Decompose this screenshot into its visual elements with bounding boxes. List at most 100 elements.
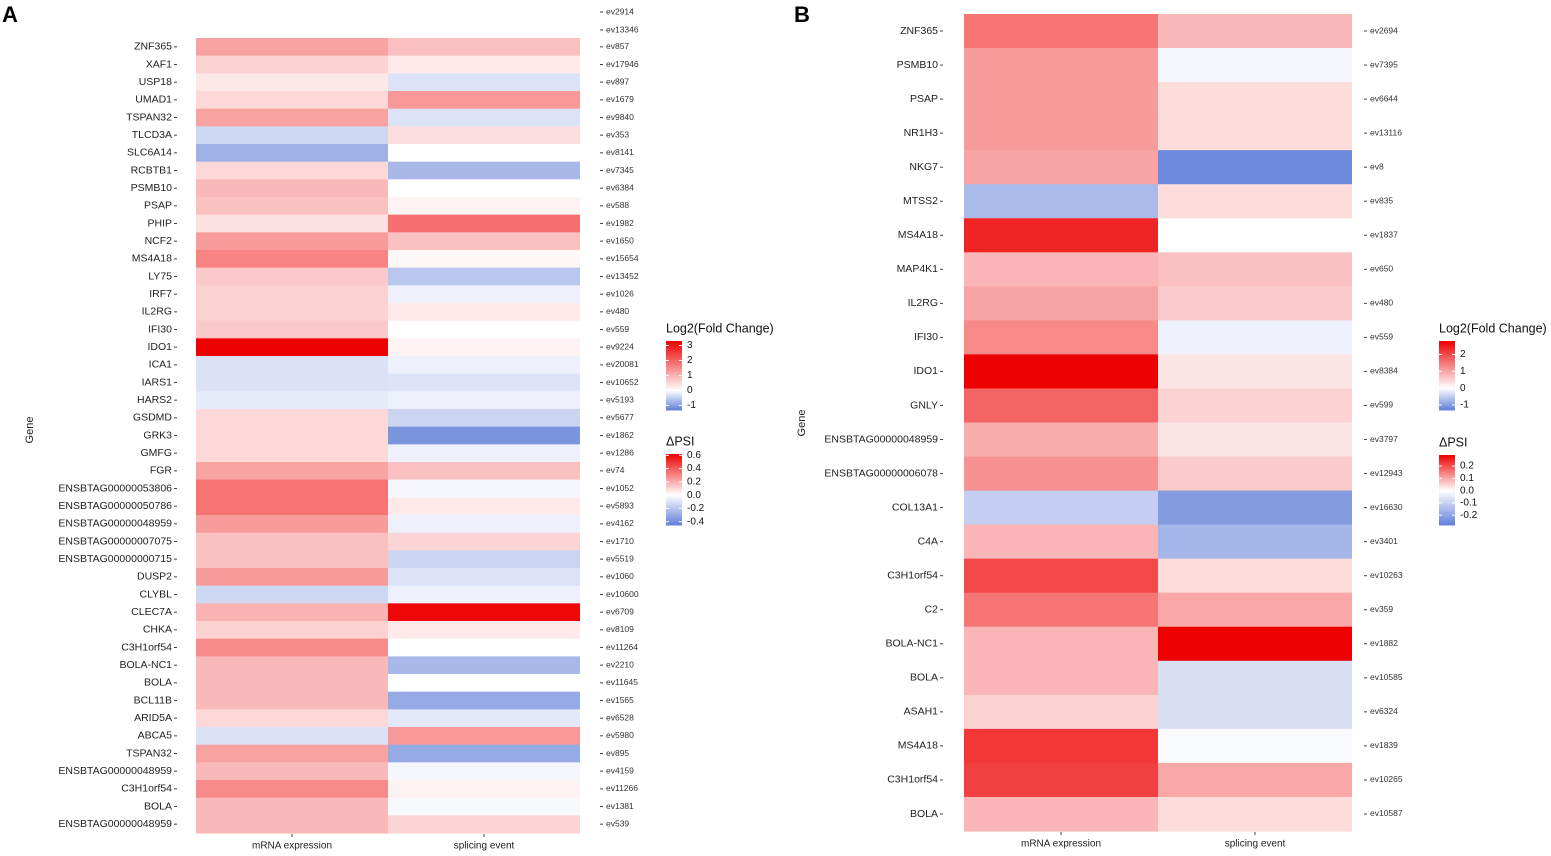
- event-label: ev1862: [606, 430, 634, 440]
- event-label: ev8384: [1370, 366, 1398, 376]
- column-label: splicing event: [1225, 839, 1286, 850]
- legend-log2fc-gradient-step: [666, 401, 682, 404]
- gene-label: BOLA: [144, 677, 172, 689]
- event-label: ev3797: [1370, 434, 1398, 444]
- event-label: ev1837: [1370, 230, 1398, 240]
- legend-dpsi-gradient-step: [666, 469, 682, 473]
- mrna-cell: [964, 184, 1158, 219]
- legend-log2fc-gradient-step: [666, 384, 682, 387]
- event-label: ev11266: [606, 783, 638, 793]
- gene-label: COL13A1: [892, 501, 938, 513]
- gene-label: XAF1: [146, 58, 172, 70]
- gene-label: CHKA: [143, 624, 172, 636]
- legend-dpsi-gradient-step: [666, 455, 682, 459]
- event-label: ev17946: [606, 59, 639, 69]
- legend-log2fc-gradient-step: [666, 363, 682, 366]
- legend-dpsi-gradient-step: [666, 485, 682, 489]
- legend-log2fc-gradient-step: [1439, 370, 1455, 373]
- legend-dpsi-tick-label: -0.4: [687, 516, 705, 527]
- legend-dpsi-gradient-step: [1439, 484, 1455, 487]
- event-label: ev13116: [1370, 127, 1402, 137]
- mrna-cell: [196, 515, 388, 534]
- gene-label: MS4A18: [898, 229, 938, 241]
- mrna-cell: [964, 728, 1158, 764]
- gene-label: BOLA: [910, 672, 938, 684]
- mrna-cell: [196, 197, 388, 216]
- gene-label: BOLA: [910, 808, 938, 820]
- mrna-cell: [964, 558, 1158, 594]
- gene-label: CLYBL: [140, 588, 173, 600]
- splicing-cell: [1158, 354, 1352, 390]
- gene-label: RCBTB1: [131, 164, 173, 176]
- gene-label: TLCD3A: [132, 129, 172, 141]
- legend-log2fc-gradient-step: [1439, 365, 1455, 368]
- mrna-cell: [196, 320, 388, 339]
- legend-log2fc-gradient-step: [1439, 356, 1455, 359]
- legend-dpsi-tick-label: -0.2: [1460, 510, 1478, 521]
- gene-label: ENSBTAG00000007075: [58, 535, 172, 547]
- event-label: ev559: [1370, 332, 1393, 342]
- gene-label: NR1H3: [904, 127, 939, 139]
- legend-log2fc-gradient-step: [666, 347, 682, 351]
- splicing-cell: [1158, 388, 1352, 424]
- event-label: ev6384: [606, 182, 634, 192]
- legend-dpsi-gradient-step: [1439, 456, 1455, 459]
- splicing-cell: [1158, 14, 1352, 49]
- event-label: ev5193: [606, 394, 634, 404]
- event-label: ev1839: [1370, 740, 1398, 750]
- splicing-cell: [388, 621, 580, 640]
- gene-label: BCL11B: [134, 694, 172, 706]
- splicing-cell: [388, 515, 580, 534]
- mrna-cell: [964, 796, 1158, 832]
- legend-dpsi-gradient-step: [666, 464, 682, 467]
- mrna-cell: [196, 38, 388, 57]
- splicing-cell: [388, 409, 580, 428]
- event-label: ev1679: [606, 94, 634, 104]
- legend-dpsi-gradient-step: [1439, 500, 1455, 503]
- legend-log2fc-gradient-step: [666, 377, 682, 380]
- legend-log2fc-gradient-step: [1439, 401, 1455, 404]
- legend-dpsi-gradient-step: [1439, 481, 1455, 484]
- legend-log2fc-gradient-step: [666, 344, 682, 347]
- legend-log2fc-gradient-step: [666, 387, 682, 390]
- splicing-cell: [1158, 184, 1352, 219]
- legend-log2fc-gradient-step: [666, 404, 682, 408]
- mrna-cell: [964, 354, 1158, 390]
- event-label: ev8: [1370, 161, 1384, 171]
- splicing-cell: [388, 585, 580, 604]
- legend-log2fc-gradient-step: [666, 392, 682, 395]
- splicing-cell: [388, 497, 580, 516]
- legend-dpsi-gradient-step: [1439, 512, 1455, 515]
- splicing-cell: [388, 656, 580, 675]
- gene-label: DUSP2: [137, 571, 172, 583]
- gene-label: C4A: [918, 535, 938, 547]
- gene-label: LY75: [148, 270, 172, 282]
- event-label: ev13346: [606, 24, 639, 34]
- mrna-cell: [196, 303, 388, 322]
- splicing-cell: [1158, 150, 1352, 185]
- legend-log2fc-gradient-step: [1439, 406, 1455, 409]
- mrna-cell: [196, 532, 388, 551]
- legend-dpsi-gradient-step: [1439, 493, 1455, 496]
- legend-log2fc-gradient-step: [666, 353, 682, 356]
- legend-log2fc-tick-label: 2: [687, 355, 693, 366]
- splicing-cell: [1158, 252, 1352, 287]
- legend-dpsi-gradient-step: [1439, 518, 1455, 521]
- mrna-cell: [196, 391, 388, 410]
- legend-log2fc-gradient-step: [1439, 372, 1455, 375]
- legend-log2fc-gradient-step: [666, 380, 682, 383]
- splicing-cell: [388, 73, 580, 92]
- gene-label: IARS1: [142, 376, 173, 388]
- mrna-cell: [196, 214, 388, 233]
- legend-dpsi-gradient-step: [1439, 511, 1455, 514]
- legend-log2fc-gradient-step: [1439, 387, 1455, 390]
- splicing-cell: [388, 727, 580, 746]
- legend-log2fc-gradient-step: [1439, 341, 1455, 344]
- splicing-cell: [388, 38, 580, 57]
- mrna-cell: [196, 762, 388, 781]
- event-label: ev4162: [606, 518, 634, 528]
- splicing-cell: [1158, 82, 1352, 117]
- gene-label: ENSBTAG00000050786: [58, 500, 172, 512]
- mrna-cell: [964, 48, 1158, 83]
